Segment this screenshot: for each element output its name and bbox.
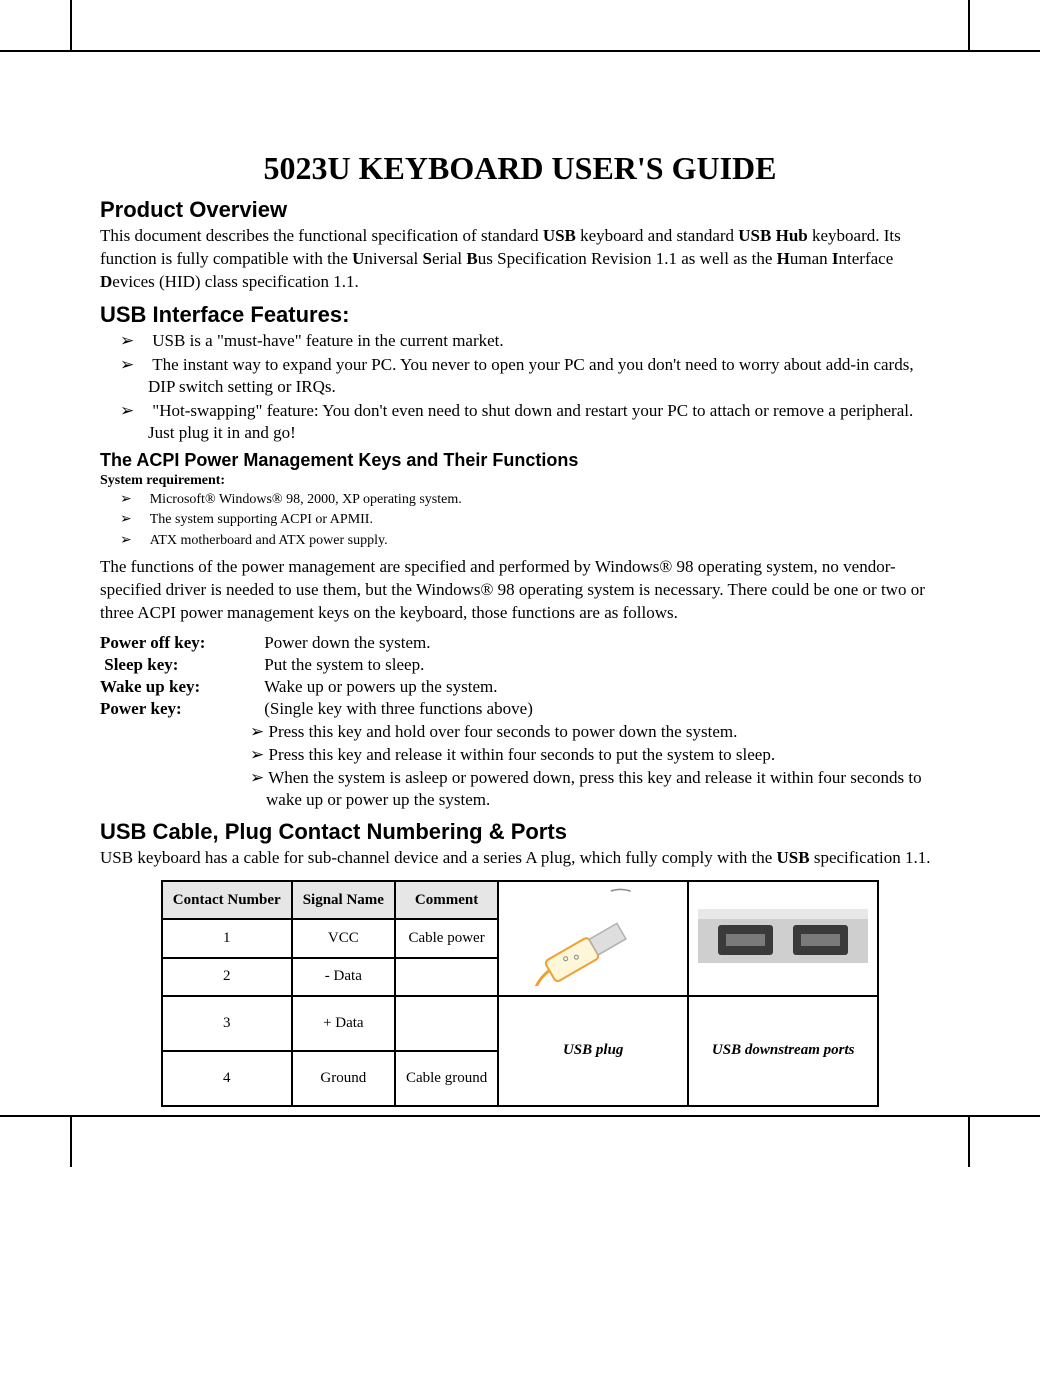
table-cell: VCC bbox=[292, 919, 395, 957]
overview-heading: Product Overview bbox=[100, 197, 940, 223]
table-row: 3 + Data USB plug USB downstream ports bbox=[162, 996, 878, 1051]
list-item: The instant way to expand your PC. You n… bbox=[100, 354, 940, 398]
list-item: ATX motherboard and ATX power supply. bbox=[100, 532, 940, 550]
table-header: Contact Number bbox=[162, 881, 292, 919]
table-cell: Cable ground bbox=[395, 1051, 498, 1106]
table-cell: 4 bbox=[162, 1051, 292, 1106]
table-header-row: Contact Number Signal Name Comment bbox=[162, 881, 878, 919]
key-label: Sleep bbox=[104, 655, 143, 674]
list-item: "Hot-swapping" feature: You don't even n… bbox=[100, 400, 940, 444]
key-label: Power bbox=[100, 699, 146, 718]
key-label: Power off bbox=[100, 633, 170, 652]
list-item: The system supporting ACPI or APMII. bbox=[100, 511, 940, 529]
usb-plug-label-cell: USB plug bbox=[498, 996, 688, 1106]
key-row: Wake up key: Wake up or powers up the sy… bbox=[100, 677, 940, 697]
list-item: Press this key and release it within fou… bbox=[250, 744, 940, 766]
usb-plug-image-cell bbox=[498, 881, 688, 996]
key-desc: Power down the system. bbox=[264, 633, 430, 652]
usb-contact-table: Contact Number Signal Name Comment bbox=[161, 880, 879, 1107]
list-item: Press this key and hold over four second… bbox=[250, 721, 940, 743]
power-sub-list: Press this key and hold over four second… bbox=[100, 721, 940, 811]
key-label: Wake up bbox=[100, 677, 165, 696]
table-cell: + Data bbox=[292, 996, 395, 1051]
interface-heading: USB Interface Features: bbox=[100, 302, 940, 328]
key-suffix: key: bbox=[143, 655, 178, 674]
table-cell: 2 bbox=[162, 958, 292, 996]
key-row: Power off key: Power down the system. bbox=[100, 633, 940, 653]
page-frame-bottom bbox=[0, 1117, 1040, 1167]
usb-plug-label: USB plug bbox=[563, 1042, 623, 1058]
usb-ports-image-cell bbox=[688, 881, 878, 996]
cable-text: USB keyboard has a cable for sub-channel… bbox=[100, 847, 940, 870]
acpi-heading: The ACPI Power Management Keys and Their… bbox=[100, 450, 940, 471]
usb-ports-label: USB downstream ports bbox=[712, 1042, 855, 1058]
usb-ports-label-cell: USB downstream ports bbox=[688, 996, 878, 1106]
key-suffix: key: bbox=[146, 699, 181, 718]
key-desc: Wake up or powers up the system. bbox=[264, 677, 497, 696]
key-suffix: key: bbox=[165, 677, 200, 696]
table-cell: - Data bbox=[292, 958, 395, 996]
sysreq-bullets: Microsoft® Windows® 98, 2000, XP operati… bbox=[100, 491, 940, 550]
key-desc: Put the system to sleep. bbox=[264, 655, 424, 674]
table-cell: 3 bbox=[162, 996, 292, 1051]
key-suffix: key: bbox=[170, 633, 205, 652]
key-row: Power key: (Single key with three functi… bbox=[100, 699, 940, 719]
table-cell: 1 bbox=[162, 919, 292, 957]
usb-plug-icon bbox=[503, 886, 683, 986]
table-cell bbox=[395, 996, 498, 1051]
sysreq-label: System requirement: bbox=[100, 473, 940, 489]
table-cell: Cable power bbox=[395, 919, 498, 957]
table-cell bbox=[395, 958, 498, 996]
key-desc: (Single key with three functions above) bbox=[264, 699, 533, 718]
acpi-paragraph: The functions of the power management ar… bbox=[100, 556, 940, 625]
list-item: When the system is asleep or powered dow… bbox=[250, 767, 940, 811]
document-page: 5023U KEYBOARD USER'S GUIDE Product Over… bbox=[0, 0, 1040, 1167]
table-header: Comment bbox=[395, 881, 498, 919]
table-header: Signal Name bbox=[292, 881, 395, 919]
key-row: Sleep key: Put the system to sleep. bbox=[100, 655, 940, 675]
table-cell: Ground bbox=[292, 1051, 395, 1106]
list-item: Microsoft® Windows® 98, 2000, XP operati… bbox=[100, 491, 940, 509]
cable-heading: USB Cable, Plug Contact Numbering & Port… bbox=[100, 819, 940, 845]
page-frame-top bbox=[0, 0, 1040, 50]
usb-ports-icon bbox=[693, 901, 873, 971]
list-item: USB is a "must-have" feature in the curr… bbox=[100, 330, 940, 352]
interface-bullets: USB is a "must-have" feature in the curr… bbox=[100, 330, 940, 444]
overview-text: This document describes the functional s… bbox=[100, 225, 940, 294]
document-title: 5023U KEYBOARD USER'S GUIDE bbox=[100, 150, 940, 187]
